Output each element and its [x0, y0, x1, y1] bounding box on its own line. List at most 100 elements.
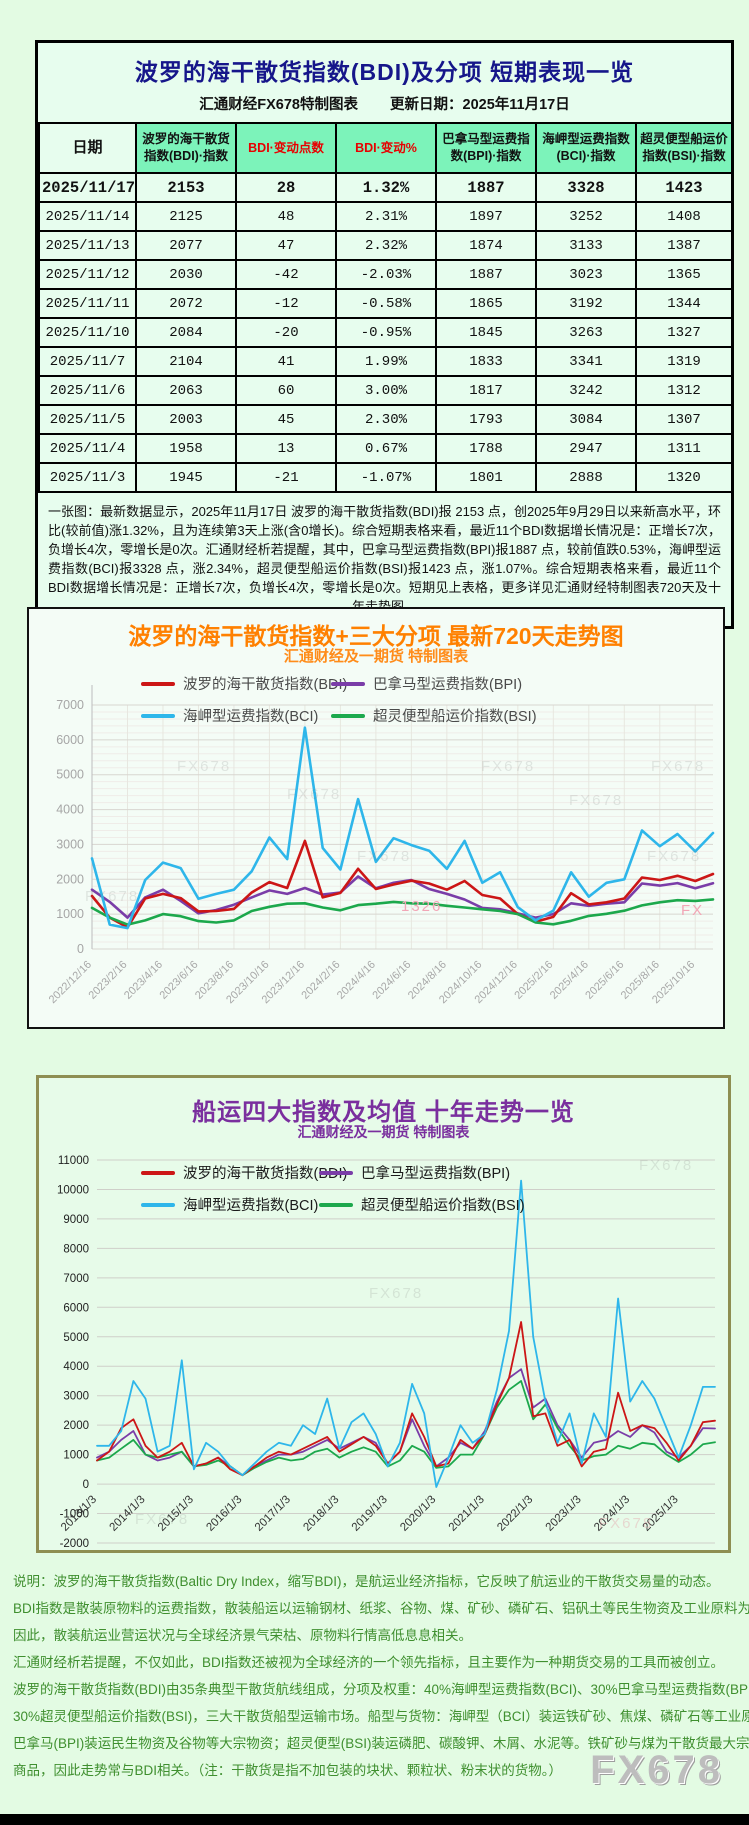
chart-watermark: 1326	[401, 898, 442, 915]
value-cell: 48	[235, 201, 337, 232]
table-row: 2025/11/17 2153 28 1.32% 1887 3328 1423	[38, 172, 733, 203]
col-header-bpi: 巴拿马型运费指数(BPI)·指数	[435, 122, 537, 174]
value-cell: 1319	[635, 346, 733, 377]
legend-item: 巴拿马型运费指数(BPI)	[319, 1162, 510, 1183]
value-cell: 45	[235, 404, 337, 435]
value-cell: 2.31%	[335, 201, 437, 232]
y-tick-label: 4000	[63, 1361, 89, 1373]
footer-notes: 说明：波罗的海干散货指数(Baltic Dry Index，缩写BDI)，是航运…	[13, 1568, 749, 1784]
chart-watermark: FX678	[177, 758, 231, 775]
table-row: 2025/11/10 2084 -20 -0.95% 1845 3263 1327	[38, 317, 733, 348]
value-cell: 2084	[135, 317, 237, 348]
y-tick-label: 6000	[63, 1302, 89, 1314]
footer-line: 30%超灵便型船运价指数(BSI)，三大干散货船型运输市场。船型与货物：海岬型（…	[13, 1709, 749, 1724]
value-cell: 1845	[435, 317, 537, 348]
table-row: 2025/11/6 2063 60 3.00% 1817 3242 1312	[38, 375, 733, 406]
col-header-bci: 海岬型运费指数(BCI)·指数	[535, 122, 637, 174]
value-cell: -12	[235, 288, 337, 319]
legend-label: 超灵便型船运价指数(BSI)	[361, 1198, 525, 1214]
y-tick-label: 5000	[56, 768, 84, 782]
value-cell: 3252	[535, 201, 637, 232]
y-tick-label: 7000	[56, 698, 84, 712]
y-tick-label: 0	[83, 1479, 89, 1491]
bdi-short-term-section: 波罗的海干散货指数(BDI)及分项 短期表现一览 汇通财经FX678特制图表 更…	[35, 40, 734, 629]
value-cell: 1.32%	[335, 172, 437, 203]
legend-line-icon	[331, 713, 365, 718]
date-cell: 2025/11/17	[38, 172, 137, 203]
legend-item: 超灵便型船运价指数(BSI)	[319, 1194, 525, 1215]
table-row: 2025/11/14 2125 48 2.31% 1897 3252 1408	[38, 201, 733, 232]
header-row: 日期 波罗的海干散货指数(BDI)·指数 BDI·变动点数 BDI·变动% 巴拿…	[38, 122, 733, 174]
value-cell: 1833	[435, 346, 537, 377]
value-cell: 2125	[135, 201, 237, 232]
value-cell: -42	[235, 259, 337, 290]
value-cell: 1307	[635, 404, 733, 435]
value-cell: 1801	[435, 462, 537, 493]
legend-item: 海岬型运费指数(BCI)	[141, 705, 318, 726]
table-source-label: 汇通财经FX678特制图表	[199, 97, 358, 113]
legend-item: 海岬型运费指数(BCI)	[141, 1194, 318, 1215]
value-cell: -20	[235, 317, 337, 348]
table-subtitle: 汇通财经FX678特制图表 更新日期：2025年11月17日	[38, 89, 731, 122]
y-tick-label: 11000	[58, 1155, 89, 1167]
y-tick-label: 1000	[63, 1450, 89, 1462]
value-cell: -0.95%	[335, 317, 437, 348]
footer-line: 商品，因此走势常与BDI相关。（注：干散货是指不加包装的块状、颗粒状、粉末状的货…	[13, 1763, 563, 1778]
value-cell: 1817	[435, 375, 537, 406]
chart-watermark: FX678	[135, 1511, 189, 1528]
y-tick-label: 2000	[56, 872, 84, 886]
value-cell: 3084	[535, 404, 637, 435]
value-cell: 2.32%	[335, 230, 437, 261]
table-title: 波罗的海干散货指数(BDI)及分项 短期表现一览	[134, 59, 635, 85]
value-cell: 13	[235, 433, 337, 464]
series-line	[90, 839, 715, 929]
y-tick-label: 6000	[56, 733, 84, 747]
value-cell: 1311	[635, 433, 733, 464]
chart1-subtitle: 汇通财经及一期货 特制图表	[283, 648, 469, 665]
table-row: 2025/11/13 2077 47 2.32% 1874 3133 1387	[38, 230, 733, 261]
chart-watermark: FX678	[85, 888, 139, 905]
chart-watermark: FX678	[599, 1515, 653, 1532]
value-cell: 1423	[635, 172, 733, 203]
legend-line-icon	[319, 1170, 353, 1175]
value-cell: 2072	[135, 288, 237, 319]
chart-watermark: FX	[681, 902, 704, 919]
y-tick-label: 3000	[63, 1391, 89, 1403]
value-cell: 1312	[635, 375, 733, 406]
bdi-table-body: 2025/11/17 2153 28 1.32% 1887 3328 1423 2025/11…	[38, 172, 733, 493]
date-cell: 2025/11/12	[38, 259, 137, 290]
chart-watermark: FX678	[481, 758, 535, 775]
value-cell: 1887	[435, 172, 537, 203]
chart-watermark: FX678	[639, 1157, 693, 1174]
y-tick-label: 2000	[63, 1420, 89, 1432]
value-cell: 0.67%	[335, 433, 437, 464]
legend-label: 海岬型运费指数(BCI)	[183, 1198, 319, 1214]
legend-item: 超灵便型船运价指数(BSI)	[331, 705, 537, 726]
value-cell: 2947	[535, 433, 637, 464]
value-cell: 1793	[435, 404, 537, 435]
chart2-subtitle: 汇通财经及一期货 特制图表	[297, 1124, 470, 1140]
value-cell: 1344	[635, 288, 733, 319]
date-cell: 2025/11/13	[38, 230, 137, 261]
bdi-table: 日期 波罗的海干散货指数(BDI)·指数 BDI·变动点数 BDI·变动% 巴拿…	[38, 122, 733, 493]
value-cell: 1945	[135, 462, 237, 493]
y-tick-label: 5000	[63, 1332, 89, 1344]
value-cell: 2888	[535, 462, 637, 493]
footer-line: BDI指数是散装原物料的运费指数，散装船运以运输钢材、纸浆、谷物、煤、矿砂、磷矿…	[13, 1601, 749, 1616]
chart2-canvas: -2000 -1000 0 1000 2000 3000 4000 5000 6000 7000 8…	[57, 1155, 716, 1550]
legend-label: 波罗的海干散货指数(BDI)	[183, 1166, 348, 1182]
value-cell: 1887	[435, 259, 537, 290]
legend-line-icon	[319, 1202, 353, 1207]
date-cell: 2025/11/7	[38, 346, 137, 377]
y-tick-label: 7000	[63, 1273, 89, 1285]
value-cell: 2030	[135, 259, 237, 290]
legend-label: 巴拿马型运费指数(BPI)	[373, 677, 523, 693]
y-tick-label: 0	[77, 942, 84, 956]
chart-watermark: FX678	[647, 848, 701, 865]
y-tick-label: 9000	[63, 1214, 89, 1226]
summary-paragraph: 一张图：最新数据显示，2025年11月17日 波罗的海干散货指数(BDI)报 2…	[48, 504, 721, 614]
value-cell: 2153	[135, 172, 237, 203]
table-row: 2025/11/4 1958 13 0.67% 1788 2947 1311	[38, 433, 733, 464]
table-row: 2025/11/11 2072 -12 -0.58% 1865 3192 1344	[38, 288, 733, 319]
x-tick-label: 2022/12/16	[47, 959, 94, 1006]
